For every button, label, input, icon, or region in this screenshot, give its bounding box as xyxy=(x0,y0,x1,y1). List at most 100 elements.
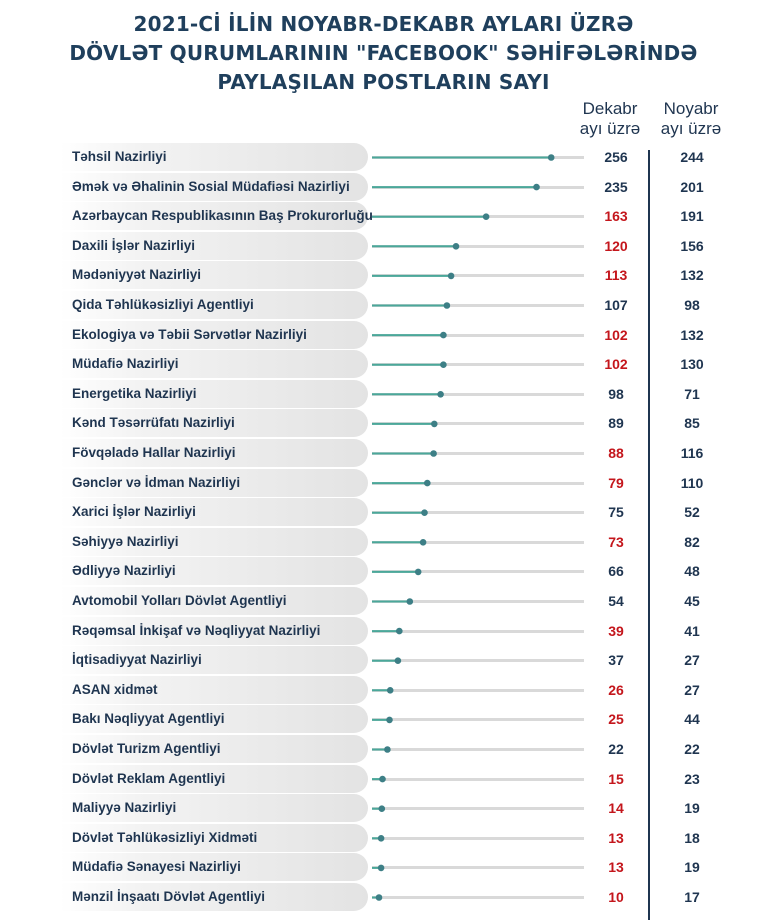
december-value-label: 107 xyxy=(604,297,628,313)
category-label: Əmək və Əhalinin Sosial Müdafiəsi Nazirl… xyxy=(72,178,350,194)
december-value-label: 13 xyxy=(608,829,624,846)
chart-title: 2021-Cİ İLİN NOYABR-DEKABR AYLARI ÜZRƏ D… xyxy=(0,10,767,97)
december-point xyxy=(437,391,444,398)
bar-track xyxy=(372,659,584,663)
december-point xyxy=(431,420,438,428)
november-value-label: 22 xyxy=(684,741,700,757)
row-label-background xyxy=(60,202,368,231)
bar-track xyxy=(372,836,584,840)
december-point xyxy=(533,183,540,191)
category-label: Ədliyyə Nazirliyi xyxy=(72,563,176,579)
december-column-header: Dekabr ayı üzrə xyxy=(570,99,650,139)
december-value-label: 10 xyxy=(608,889,624,905)
category-label: Müdafiə Nazirliyi xyxy=(72,356,179,372)
row-label-background xyxy=(60,646,368,675)
december-point xyxy=(384,746,391,753)
category-label: Energetika Nazirliyi xyxy=(72,385,197,401)
november-value-label: 132 xyxy=(680,326,704,343)
row-label-background xyxy=(60,143,368,171)
category-label: Gənclər və İdman Nazirliyi xyxy=(72,474,241,490)
december-point xyxy=(396,627,403,635)
december-point xyxy=(430,450,437,457)
december-value-label: 13 xyxy=(608,859,624,876)
chart-row: Təhsil Nazirliyi 256 244 xyxy=(0,143,767,171)
december-point xyxy=(482,213,490,220)
chart-row: İqtisadiyyat Nazirliyi 37 27 xyxy=(0,646,767,675)
december-point xyxy=(443,302,451,309)
chart-row: Əmək və Əhalinin Sosial Müdafiəsi Nazirl… xyxy=(0,172,767,201)
december-value-label: 75 xyxy=(608,504,624,521)
bar-track xyxy=(372,866,584,870)
category-label: Dövlət Reklam Agentliyi xyxy=(72,770,226,786)
chart-row: Mədəniyyət Nazirliyi 113 132 xyxy=(0,261,767,290)
bar-track xyxy=(372,304,584,307)
category-label: Daxili İşlər Nazirliyi xyxy=(72,237,196,253)
category-label: Kənd Təsərrüfatı Nazirliyi xyxy=(72,415,235,431)
november-value-label: 45 xyxy=(684,593,700,609)
chart-row: Müdafiə Nazirliyi 102 130 xyxy=(0,350,767,379)
december-point xyxy=(406,598,414,605)
november-value-label: 191 xyxy=(680,208,704,225)
row-label-background xyxy=(60,409,368,438)
row-label-background xyxy=(60,794,368,823)
november-column-header: Noyabr ayı üzrə xyxy=(651,99,731,139)
bar-track xyxy=(372,333,584,337)
november-value-label: 130 xyxy=(680,356,704,373)
december-point xyxy=(424,479,431,487)
category-label: Mədəniyyət Nazirliyi xyxy=(72,267,202,283)
november-value-label: 52 xyxy=(684,504,700,521)
bar-track xyxy=(372,452,584,455)
chart-row: Bakı Nəqliyyat Agentliyi 25 44 xyxy=(0,705,767,734)
category-label: Azərbaycan Respublikasının Baş Prokurorl… xyxy=(72,208,373,224)
december-point xyxy=(377,864,385,872)
december-value-label: 25 xyxy=(608,711,624,728)
december-value-label: 102 xyxy=(604,356,628,373)
bar-track xyxy=(372,600,584,603)
bar-track xyxy=(372,511,584,515)
row-label-background xyxy=(60,616,368,645)
chart-row: Qida Təhlükəsizliyi Agentliyi 107 98 xyxy=(0,291,767,319)
bar-track xyxy=(372,570,584,574)
row-label-background xyxy=(60,350,368,379)
category-label: Dövlət Təhlükəsizliyi Xidməti xyxy=(72,829,258,845)
chart-row: Dövlət Turizm Agentliyi 22 22 xyxy=(0,735,767,763)
december-header-line-2: ayı üzrə xyxy=(579,119,641,138)
bar-track xyxy=(372,540,584,544)
chart-row: Müdafiə Sənayesi Nazirliyi 13 19 xyxy=(0,853,767,882)
december-value-label: 163 xyxy=(604,208,628,225)
row-label-background xyxy=(60,320,368,349)
category-label: Fövqəladə Hallar Nazirliyi xyxy=(72,445,236,460)
december-point xyxy=(414,568,422,576)
december-point xyxy=(394,657,402,664)
december-value-label: 88 xyxy=(608,445,624,461)
row-label-background xyxy=(60,735,368,763)
november-value-label: 110 xyxy=(680,474,704,491)
chart-row: Gənclər və İdman Nazirliyi 79 110 xyxy=(0,468,767,497)
november-value-label: 71 xyxy=(684,385,700,402)
category-label: Ekologiya və Təbii Sərvətlər Nazirliyi xyxy=(72,326,307,342)
december-value-label: 15 xyxy=(608,770,624,787)
bar-track xyxy=(372,688,584,692)
chart-row: Səhiyyə Nazirliyi 73 82 xyxy=(0,527,767,556)
chart-row: Mənzil İnşaatı Dövlət Agentliyi 10 17 xyxy=(0,883,767,911)
december-value-label: 14 xyxy=(608,800,624,817)
december-point xyxy=(440,361,447,369)
category-label: Avtomobil Yolları Dövlət Agentliyi xyxy=(72,593,287,608)
bar-track xyxy=(372,896,584,899)
november-value-label: 18 xyxy=(684,829,700,846)
chart-row: Dövlət Reklam Agentliyi 15 23 xyxy=(0,764,767,793)
chart-row: Ədliyyə Nazirliyi 66 48 xyxy=(0,557,767,586)
december-value-label: 120 xyxy=(604,237,628,254)
chart-row: Energetika Nazirliyi 98 71 xyxy=(0,379,767,408)
december-point xyxy=(386,716,393,724)
category-label: Maliyyə Nazirliyi xyxy=(72,800,177,816)
bar-track xyxy=(372,807,584,811)
row-label-background xyxy=(60,379,368,408)
category-label: Dövlət Turizm Agentliyi xyxy=(72,741,221,756)
november-value-label: 19 xyxy=(684,859,700,876)
chart-row: Azərbaycan Respublikasının Baş Prokurorl… xyxy=(0,202,767,231)
row-label-background xyxy=(60,705,368,734)
chart-row: Ekologiya və Təbii Sərvətlər Nazirliyi 10… xyxy=(0,320,767,349)
december-point xyxy=(378,805,386,812)
december-point xyxy=(419,539,427,546)
